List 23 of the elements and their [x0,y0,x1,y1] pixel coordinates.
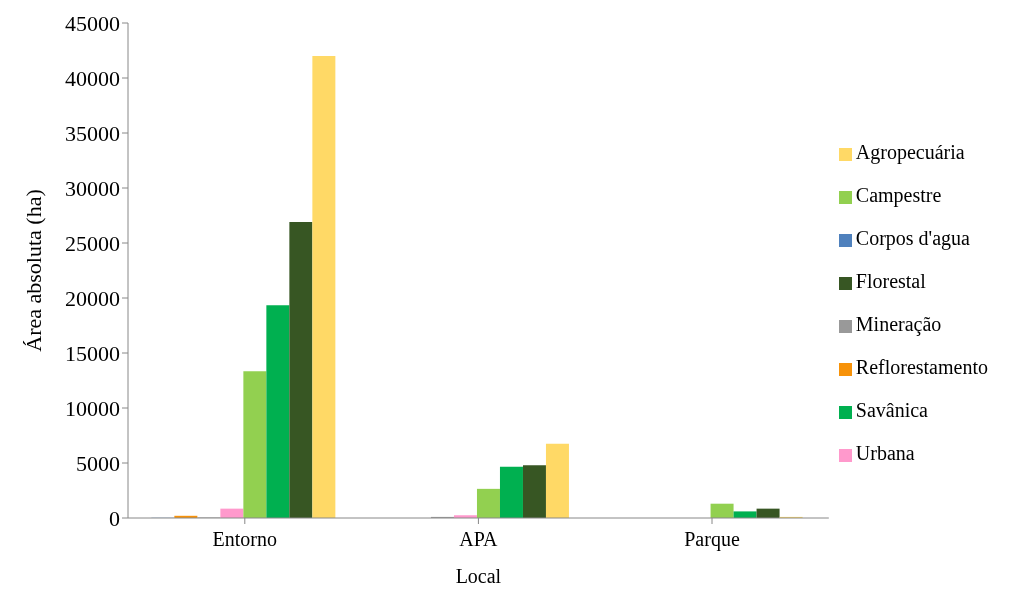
y-tick-label: 5000 [76,450,120,476]
y-tick-label: 25000 [65,230,120,256]
legend-label: Agropecuária [855,141,965,163]
y-tick-label: 30000 [65,175,120,201]
y-tick-label: 20000 [65,285,120,311]
y-tick-label: 40000 [65,65,120,91]
legend-label: Campestre [855,184,942,206]
x-axis-title: Local [455,565,502,587]
legend-label: Florestal [855,270,926,292]
y-tick-label: 10000 [65,395,120,421]
y-tick-label: 35000 [65,120,120,146]
x-tick-label: Parque [684,528,740,552]
y-tick-label: 15000 [65,340,120,366]
legend-label: Reflorestamento [855,356,988,378]
legend-label: Corpos d'agua [855,227,970,249]
y-tick-label: 45000 [65,10,120,36]
x-tick-label: Entorno [212,528,278,551]
legend-label: Urbana [855,442,915,464]
legend-label: Mineração [855,313,942,335]
y-axis-title: Área absoluta (ha) [20,189,46,352]
x-tick-label: APA [459,528,499,551]
y-tick-label: 0 [109,505,120,531]
legend-label: Savânica [855,399,928,421]
